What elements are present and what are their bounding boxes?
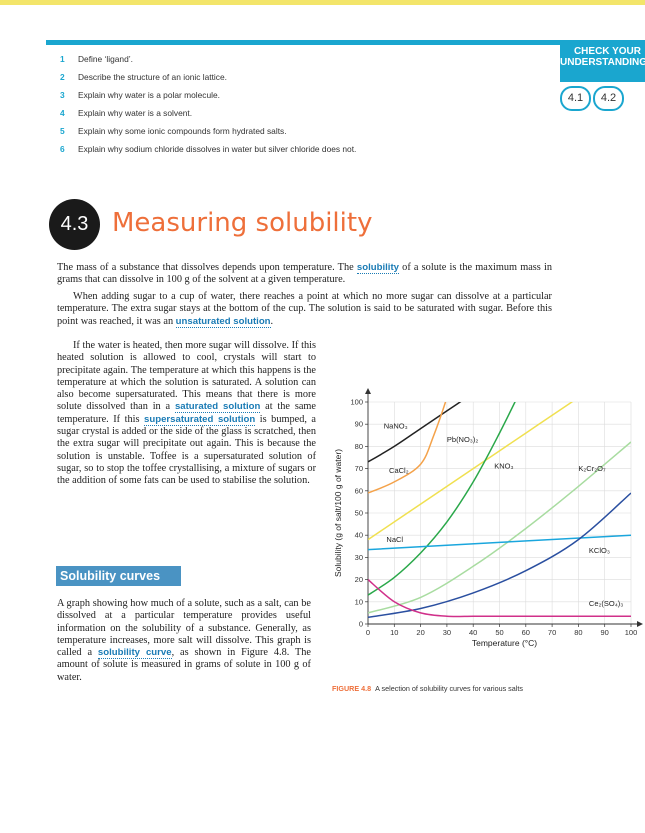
- check-understanding-tab: CHECK YOUR UNDERSTANDING: [560, 40, 645, 82]
- question-item: 6 Explain why sodium chloride dissolves i…: [60, 144, 356, 154]
- x-tick-label: 100: [625, 628, 638, 637]
- questions-top-rule: [46, 40, 645, 45]
- link-4-1-button[interactable]: 4.1: [560, 86, 591, 111]
- paragraph-2: When adding sugar to a cup of water, the…: [57, 291, 552, 328]
- link-4-2-button[interactable]: 4.2: [593, 86, 624, 111]
- top-color-bar: [0, 0, 645, 5]
- question-text: Explain why sodium chloride dissolves in…: [78, 144, 357, 154]
- keyword-saturated-solution-link[interactable]: saturated solution: [174, 401, 261, 414]
- x-tick-label: 80: [574, 628, 582, 637]
- x-tick-label: 30: [443, 628, 451, 637]
- x-tick-label: 40: [469, 628, 477, 637]
- para2-text-a: When adding sugar to a cup of water, the…: [57, 291, 552, 327]
- para4-text-a: A graph showing how much of a solute, su…: [57, 598, 311, 659]
- section-number-badge: 4.3: [49, 199, 100, 250]
- x-tick-label: 20: [416, 628, 424, 637]
- question-number: 3: [60, 90, 65, 100]
- question-item: 3 Explain why water is a polar molecule.: [60, 90, 220, 100]
- question-text: Define ‘ligand’.: [78, 54, 133, 64]
- series-label: KClO₃: [589, 546, 610, 555]
- keyword-supersaturated-solution-link[interactable]: supersaturated solution: [144, 413, 256, 426]
- para3-text-c: is bumped, a sugar crystal is added or t…: [57, 413, 316, 487]
- y-tick-label: 20: [355, 575, 363, 584]
- x-axis-title: Temperature (°C): [472, 638, 537, 648]
- subheading-solubility-curves: Solubility curves: [56, 566, 181, 586]
- question-number: 2: [60, 72, 65, 82]
- para1-text-b: of a solute is the maximum mass in grams…: [57, 262, 552, 286]
- keyword-solubility-link[interactable]: solubility: [356, 262, 399, 274]
- para4-text-b: , as shown in Figure 4.8. The amount of …: [57, 647, 311, 683]
- x-tick-label: 60: [522, 628, 530, 637]
- y-tick-label: 10: [355, 597, 363, 606]
- question-text: Explain why water is a polar molecule.: [78, 90, 220, 100]
- question-item: 1 Define ‘ligand’.: [60, 54, 133, 64]
- question-text: Explain why some ionic compounds form hy…: [78, 126, 287, 136]
- question-number: 5: [60, 126, 65, 136]
- section-title: Measuring solubility: [112, 208, 373, 238]
- question-number: 1: [60, 54, 65, 64]
- keyword-solubility-curve-link[interactable]: solubility curve: [97, 647, 172, 660]
- x-tick-label: 90: [601, 628, 609, 637]
- question-item: 4 Explain why water is a solvent.: [60, 108, 192, 118]
- para2-text-b: .: [270, 315, 274, 327]
- series-line: [368, 579, 631, 618]
- y-tick-label: 30: [355, 553, 363, 562]
- question-text: Describe the structure of an ionic latti…: [78, 72, 227, 82]
- question-item: 2 Describe the structure of an ionic latt…: [60, 72, 227, 82]
- check-title-line1: CHECK YOUR: [573, 46, 641, 57]
- question-text: Explain why water is a solvent.: [78, 108, 193, 118]
- question-number: 6: [60, 144, 65, 154]
- series-label: Ce₂(SO₄)₃: [589, 599, 623, 608]
- figure-float-spacer: [316, 340, 552, 548]
- para3-text-b: at the same temperature. If this: [57, 401, 316, 425]
- y-tick-label: 0: [359, 620, 363, 629]
- figure-caption-text: A selection of solubility curves for var…: [375, 684, 523, 693]
- series-label: K₂Cr₂O₇: [578, 464, 606, 473]
- check-title-line2: UNDERSTANDING: [560, 57, 645, 68]
- x-tick-label: 0: [366, 628, 370, 637]
- paragraph-3: If the water is heated, then more sugar …: [57, 340, 552, 548]
- question-item: 5 Explain why some ionic compounds form h…: [60, 126, 287, 136]
- x-axis-arrow: [637, 621, 643, 627]
- paragraph-1: The mass of a substance that dissolves d…: [57, 262, 552, 287]
- x-tick-label: 50: [495, 628, 503, 637]
- x-tick-label: 70: [548, 628, 556, 637]
- question-number: 4: [60, 108, 65, 118]
- figure-label: FIGURE 4.8: [332, 684, 372, 693]
- paragraph-4: A graph showing how much of a solute, su…: [57, 598, 311, 684]
- para1-text-a: The mass of a substance that dissolves d…: [57, 262, 357, 273]
- x-tick-label: 10: [390, 628, 398, 637]
- figure-caption: FIGURE 4.8 A selection of solubility cur…: [332, 684, 523, 693]
- keyword-unsaturated-solution-link[interactable]: unsaturated solution: [175, 315, 271, 328]
- para3-text-a: If the water is heated, then more sugar …: [57, 340, 316, 413]
